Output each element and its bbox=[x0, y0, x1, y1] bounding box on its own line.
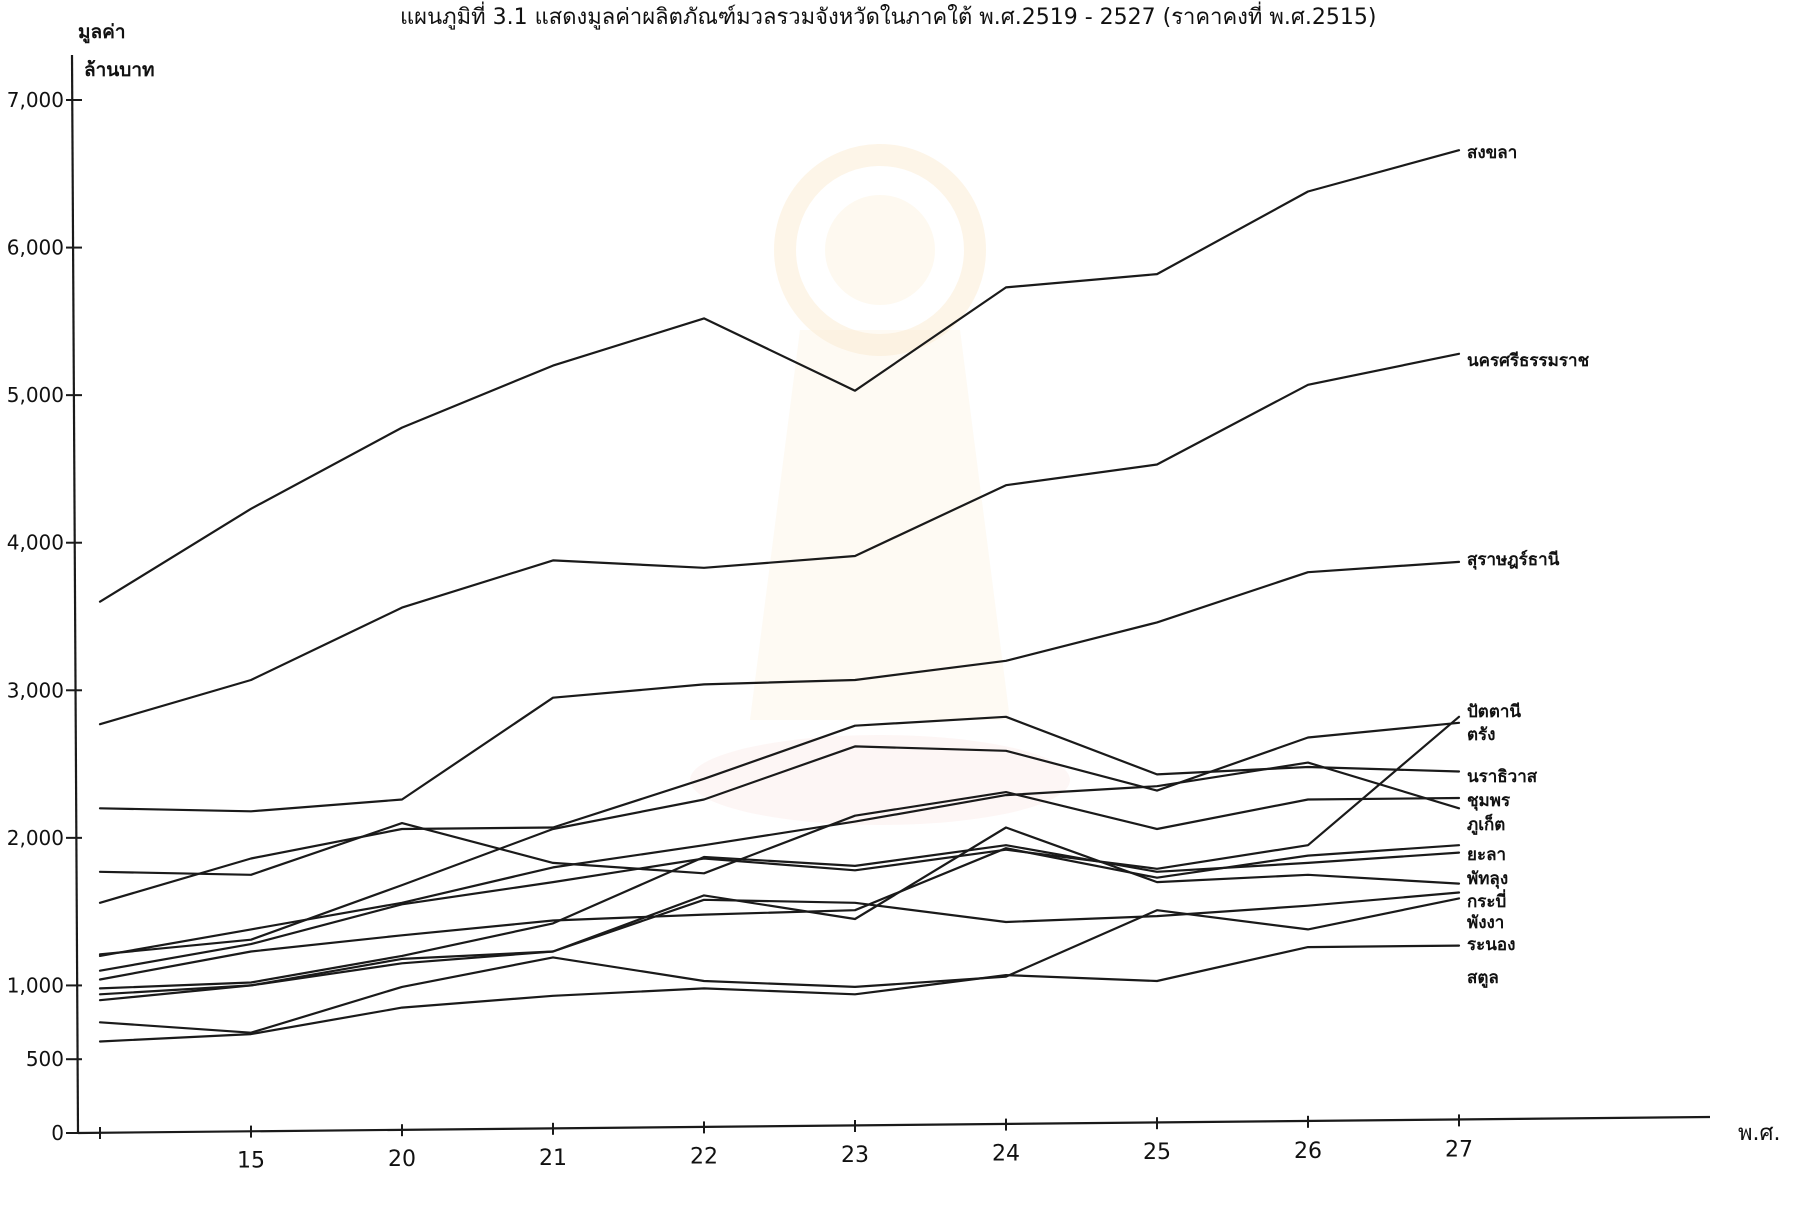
series-end-label: ภูเก็ต bbox=[1467, 812, 1505, 836]
y-tick-label: 0 bbox=[51, 1121, 64, 1145]
watermark-emblem bbox=[690, 144, 1070, 825]
y-tick-label: 2,000 bbox=[7, 826, 64, 850]
series-end-labels: สงขลานครศรีธรรมราชสุราษฎร์ธานีปัตตานีตรั… bbox=[1467, 143, 1590, 989]
y-tick-label: 500 bbox=[26, 1047, 64, 1071]
series-end-label: กระบี่ bbox=[1467, 889, 1506, 912]
y-tick-label: 1,000 bbox=[7, 973, 64, 997]
y-tick-label: 7,000 bbox=[7, 88, 64, 112]
y-tick-label: 5,000 bbox=[7, 383, 64, 407]
series-line bbox=[98, 844, 1461, 990]
x-axis-line bbox=[77, 1115, 1711, 1135]
x-tick-label: 20 bbox=[388, 1147, 416, 1172]
series-end-label: ปัตตานี bbox=[1467, 701, 1521, 722]
series-line bbox=[98, 715, 1461, 972]
series-line bbox=[98, 891, 1461, 1002]
series-end-label: สตูล bbox=[1467, 968, 1499, 989]
series-end-label: พังงา bbox=[1467, 913, 1504, 933]
y-tick-label: 3,000 bbox=[7, 678, 64, 702]
chart-title: แผนภูมิที่ 3.1 แสดงมูลค่าผลิตภัณฑ์มวลรวม… bbox=[400, 1, 1376, 30]
series-end-label: ระนอง bbox=[1467, 935, 1515, 955]
series-line bbox=[98, 761, 1461, 958]
x-axis-label: พ.ศ. bbox=[1738, 1121, 1780, 1146]
x-tick-label: 27 bbox=[1445, 1137, 1473, 1162]
series-line bbox=[98, 897, 1461, 1034]
y-axis-ticks: 0 500 1,000 2,000 3,000 4,000 5,000 6,000 7,000 bbox=[7, 88, 82, 1145]
x-tick-label: 25 bbox=[1143, 1140, 1171, 1165]
series-line bbox=[98, 149, 1461, 603]
x-tick-label: 23 bbox=[841, 1143, 869, 1168]
x-tick-label: 21 bbox=[539, 1146, 567, 1171]
y-axis-label-line-1: มูลค่า bbox=[78, 21, 126, 44]
axes bbox=[70, 54, 1711, 1135]
series-line bbox=[98, 715, 1461, 904]
series-line bbox=[98, 944, 1461, 1043]
series-end-label: ชุมพร bbox=[1467, 791, 1511, 811]
series-line bbox=[98, 560, 1461, 813]
series-line bbox=[98, 826, 1461, 996]
series-line bbox=[98, 721, 1461, 956]
x-axis-ticks: 15 20 21 22 23 24 25 26 27 bbox=[99, 1114, 1473, 1174]
y-tick-label: 6,000 bbox=[7, 236, 64, 260]
y-axis-line bbox=[70, 54, 80, 1134]
series-end-label: สุราษฎร์ธานี bbox=[1467, 549, 1560, 570]
series-end-label: สงขลา bbox=[1467, 143, 1517, 163]
series-end-label: พัทลุง bbox=[1467, 869, 1508, 889]
series-line bbox=[98, 790, 1461, 876]
x-tick-label: 22 bbox=[690, 1144, 718, 1169]
x-tick-label: 26 bbox=[1294, 1139, 1322, 1164]
series-end-label: ยะลา bbox=[1467, 845, 1506, 865]
y-axis-label-line-2: ล้านบาท bbox=[84, 59, 155, 81]
y-tick-label: 4,000 bbox=[7, 531, 64, 555]
x-tick-label: 24 bbox=[992, 1142, 1020, 1167]
series-line bbox=[98, 352, 1461, 726]
series-end-label: ตรัง bbox=[1467, 725, 1495, 745]
x-tick-label: 15 bbox=[237, 1149, 265, 1174]
series-lines bbox=[98, 149, 1461, 1043]
series-end-label: นราธิวาส bbox=[1467, 767, 1538, 787]
series-end-label: นครศรีธรรมราช bbox=[1467, 350, 1590, 371]
